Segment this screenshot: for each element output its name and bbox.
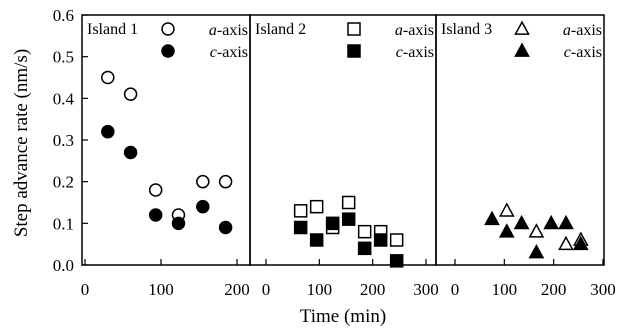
x-tick-label: 0 [451,280,460,299]
data-point [341,212,356,226]
y-tick-label: 0.1 [53,214,74,233]
x-tick-label: 0 [81,280,90,299]
y-axis-label: Step advance rate (nm/s) [11,49,32,237]
panel-title: Island 1 [87,21,138,38]
data-point [101,124,115,139]
data-point [148,183,163,197]
data-point [341,195,356,210]
data-point [101,70,115,85]
x-tick-label: 100 [307,280,333,299]
data-point [389,254,404,268]
x-tick-label: 300 [413,280,439,299]
y-tick-label: 0.0 [53,256,74,275]
legend-label: a-axis [395,22,434,39]
data-point [389,233,404,247]
legend-marker [161,22,175,36]
data-point [171,216,186,231]
y-tick-label: 0.5 [53,48,74,67]
x-tick-label: 0 [262,280,271,299]
data-point [498,223,515,238]
data-point [558,214,574,230]
legend-marker [514,42,530,57]
legend-label: c-axis [396,44,434,61]
data-point [148,208,163,222]
data-point [325,216,340,231]
panel-frame [435,14,605,266]
x-tick-label: 200 [360,280,386,299]
panel-island-2: Island 2 0 100 200 300 a-axis c-axis [249,14,439,299]
panel-title: Island 3 [441,21,492,38]
x-tick-label: 300 [590,280,616,299]
data-point [498,202,515,217]
data-point [218,220,233,235]
data-point [309,233,324,247]
legend-marker [514,20,530,35]
legend-label: c-axis [210,44,248,61]
x-tick-label: 200 [224,280,250,299]
data-point [484,210,500,226]
data-point [357,241,372,256]
data-point [196,199,210,214]
legend-marker [347,44,361,58]
data-point [513,214,530,230]
data-point [218,174,233,189]
data-point [123,145,138,160]
panel-island-3: Island 3 0 100 200 300 a-axis c-axis [435,14,616,299]
y-tick-label: 0.2 [53,173,74,192]
data-point [528,223,545,238]
x-tick-label: 100 [148,280,174,299]
data-point [543,214,560,230]
y-axis: 0.0 0.1 0.2 0.3 0.4 0.5 0.6 [53,6,88,275]
data-point [528,244,545,259]
data-point [123,87,138,101]
panel-title: Island 2 [255,21,306,38]
data-point [357,224,372,239]
data-point [558,235,574,251]
legend-label: c-axis [564,44,602,61]
data-point [309,199,324,214]
legend-marker [161,44,175,58]
data-point [373,233,388,247]
data-point [196,174,210,189]
x-tick-label: 200 [541,280,567,299]
panel-island-1: Island 1 0 100 200 a-axis c-axis [81,14,251,299]
x-tick-label: 100 [492,280,518,299]
y-tick-label: 0.4 [53,89,75,108]
legend-marker [347,22,361,36]
panels-layer: Island 1 0 100 200 a-axis c-axis Island 2 0 100 2… [81,14,616,299]
legend-label: a-axis [209,22,248,39]
data-point [293,220,308,235]
y-tick-label: 0.3 [53,131,74,150]
legend-label: a-axis [563,22,602,39]
x-axis-label: Time (min) [300,306,386,327]
data-point [572,235,589,251]
y-tick-label: 0.6 [53,6,74,25]
data-point [293,204,308,218]
